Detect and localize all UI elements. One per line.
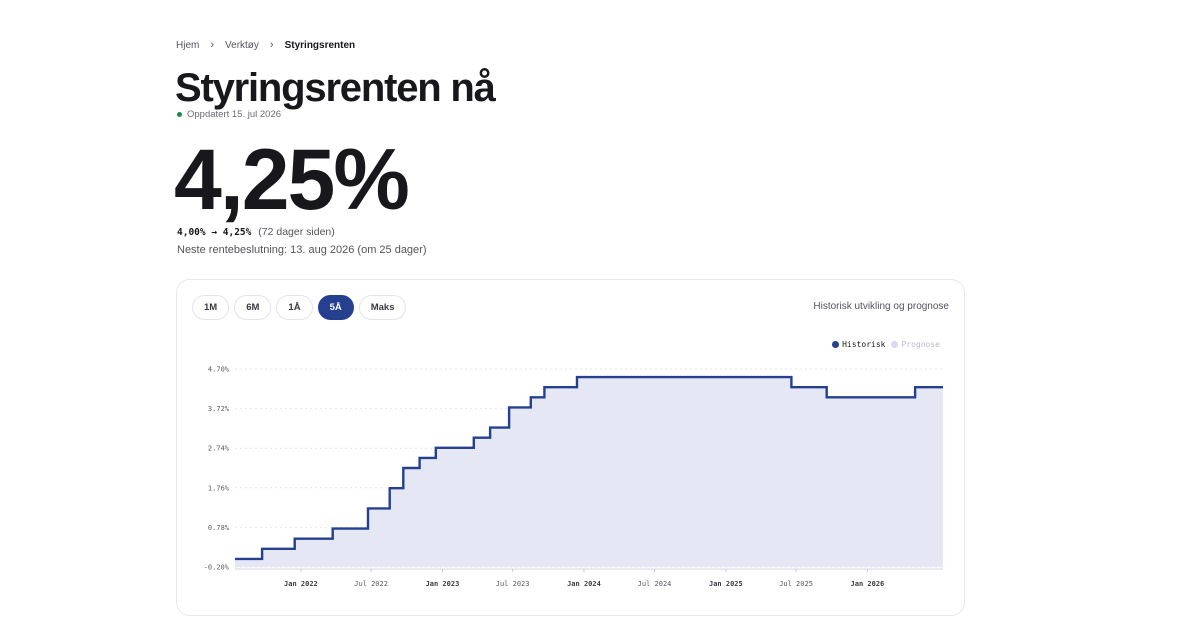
legend-historical[interactable]: Historisk [832, 340, 885, 349]
range-tab-5y[interactable]: 5Å [317, 295, 354, 320]
status-dot-icon [177, 112, 182, 117]
legend-forecast[interactable]: Prognose [891, 340, 940, 349]
chart-caption: Historisk utvikling og prognose [813, 301, 949, 312]
rate-change-ago: (72 dager siden) [258, 226, 335, 238]
breadcrumb: Hjem › Verktøy › Styringsrenten [176, 39, 355, 51]
page-title: Styringsrenten nå [175, 66, 496, 110]
current-rate: 4,25% [174, 132, 410, 228]
legend-forecast-label: Prognose [901, 340, 940, 349]
range-tab-6m[interactable]: 6M [234, 295, 272, 320]
chart-legend: Historisk Prognose [832, 340, 940, 349]
breadcrumb-current: Styringsrenten [284, 39, 356, 51]
y-tick-label: -0.20% [204, 564, 230, 572]
x-tick-label: Jan 2025 [709, 580, 743, 588]
updated-status: Oppdatert 15. jul 2026 [177, 109, 281, 120]
x-tick-label: Jan 2024 [567, 580, 601, 588]
y-tick-label: 4.70% [208, 366, 230, 374]
rate-chart[interactable]: 4.70% 3.72% 2.74% 1.76% 0.78% -0.20% Jan 2022 J… [177, 280, 966, 617]
x-tick-label: Jul 2022 [354, 580, 388, 588]
x-tick-label: Jul 2024 [638, 580, 672, 588]
chart-card: 1M 6M 1Å 5Å Maks Historisk utvikling og … [176, 279, 965, 616]
chevron-right-icon: › [269, 39, 274, 51]
range-tab-max[interactable]: Maks [358, 295, 407, 320]
range-tabs: 1M 6M 1Å 5Å Maks [192, 295, 407, 320]
y-tick-label: 0.78% [208, 524, 230, 532]
historical-area [235, 377, 943, 567]
breadcrumb-home[interactable]: Hjem [176, 39, 200, 51]
y-tick-label: 2.74% [208, 445, 230, 453]
updated-text: Oppdatert 15. jul 2026 [187, 109, 282, 120]
legend-historical-dot-icon [832, 341, 840, 348]
x-tick-label: Jan 2026 [851, 580, 885, 588]
historical-line [235, 375, 943, 561]
x-tick-label: Jul 2025 [779, 580, 813, 588]
legend-forecast-dot-icon [891, 341, 899, 348]
next-decision: Neste rentebeslutning: 13. aug 2026 (om … [177, 244, 427, 256]
y-tick-label: 3.72% [208, 405, 230, 413]
chevron-right-icon: › [210, 39, 215, 51]
rate-change: 4,00% → 4,25% (72 dager siden) [177, 226, 335, 238]
breadcrumb-tools[interactable]: Verktøy [225, 39, 259, 51]
x-tick-label: Jan 2023 [426, 580, 460, 588]
y-tick-label: 1.76% [208, 484, 230, 492]
range-tab-1m[interactable]: 1M [192, 295, 230, 320]
x-tick-label: Jan 2022 [284, 580, 318, 588]
rate-change-values: 4,00% → 4,25% [177, 227, 252, 238]
x-tick-label: Jul 2023 [496, 580, 530, 588]
legend-historical-label: Historisk [842, 340, 886, 349]
range-tab-1y[interactable]: 1Å [276, 295, 313, 320]
